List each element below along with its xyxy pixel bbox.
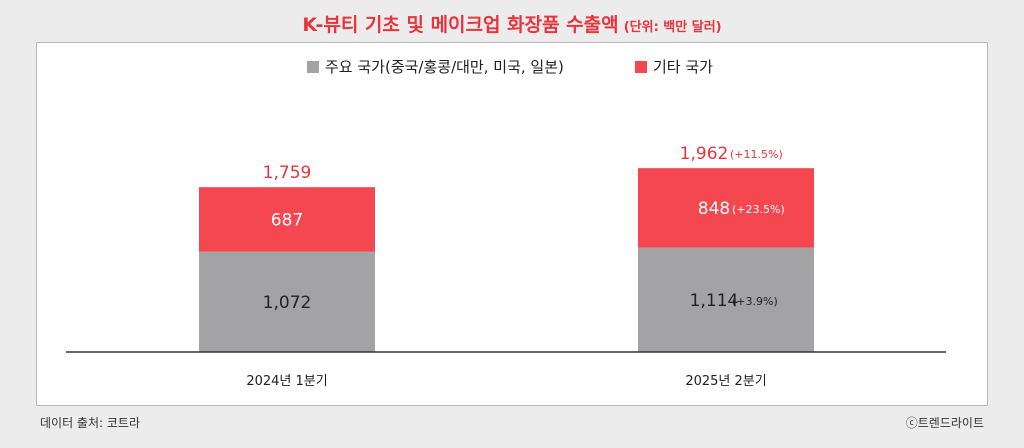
bar-other-1: [199, 187, 375, 252]
legend-swatch-1: [307, 61, 319, 73]
legend-label-2: 기타 국가: [653, 58, 713, 76]
bar-value-label-major-2: 1,114: [690, 291, 739, 311]
bar-value-label-other-1: 687: [271, 210, 303, 230]
bar-value-label-other-2: 848: [698, 199, 730, 219]
bar-value-label-major-1: 1,072: [263, 293, 312, 313]
legend-swatch-2: [635, 61, 647, 73]
category-label-2: 2025년 2분기: [685, 374, 766, 389]
bar-major-1: [199, 251, 375, 352]
chart-unit: (단위: 백만 달러): [623, 20, 722, 35]
legend-label-1: 주요 국가(중국/홍콩/대만, 미국, 일본): [325, 58, 564, 76]
chart-title: K-뷰티 기초 및 메이크업 화장품 수출액: [302, 14, 619, 36]
chart-panel: [36, 42, 988, 406]
source-note: 데이터 출처: 코트라: [40, 416, 140, 430]
total-label-2: 1,962: [680, 144, 729, 164]
bar-major-2: [638, 247, 814, 352]
total-change-label-2: (+11.5%): [730, 148, 783, 161]
category-label-1: 2024년 1분기: [246, 374, 327, 389]
copyright-note: ⓒ트렌드라이트: [905, 416, 984, 430]
chart-title-row: K-뷰티 기초 및 메이크업 화장품 수출액 (단위: 백만 달러): [0, 10, 1024, 37]
bar-change-label-other-2: (+23.5%): [732, 203, 785, 216]
bar-change-label-major-2: (+3.9%): [732, 295, 778, 308]
bar-other-2: [638, 168, 814, 248]
total-label-1: 1,759: [263, 163, 312, 183]
